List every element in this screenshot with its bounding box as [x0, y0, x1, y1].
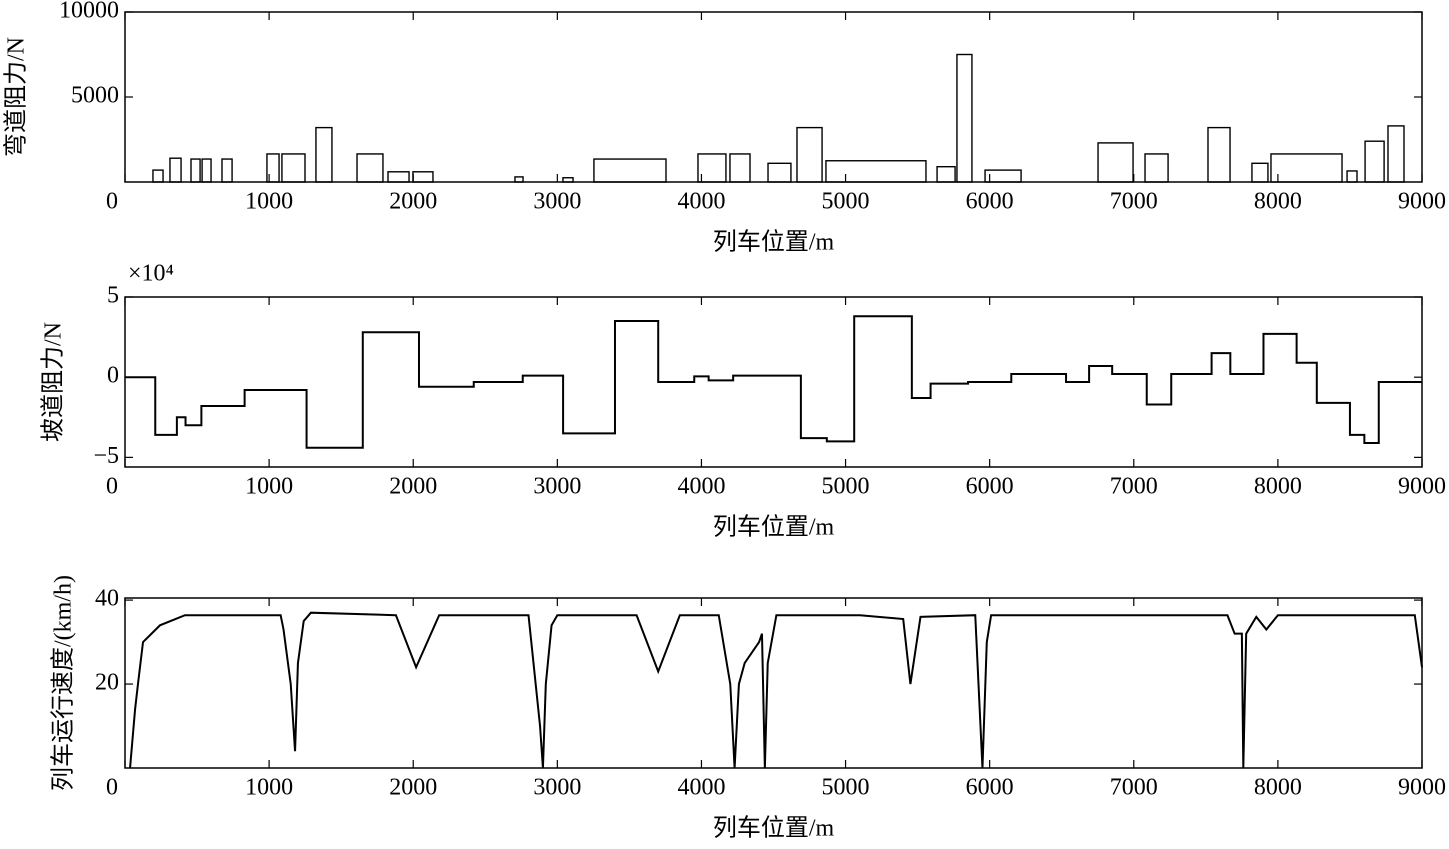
- line: [125, 315, 1422, 449]
- bar: [356, 153, 384, 183]
- y-axis-label: 弯道阻力/N: [3, 37, 30, 157]
- bar: [1387, 125, 1405, 183]
- line: [129, 611, 1423, 769]
- x-tick-label: 9000: [1398, 189, 1446, 215]
- y-tick-label: 5000: [71, 83, 119, 109]
- bar: [1270, 153, 1343, 183]
- bar: [315, 126, 333, 183]
- bar: [729, 153, 751, 183]
- bar: [169, 157, 182, 183]
- bar: [412, 171, 434, 183]
- y-axis-label: 坡道阻力/N: [40, 322, 67, 442]
- x-tick-label: 9000: [1398, 474, 1446, 500]
- x-tick-label: 9000: [1398, 775, 1446, 801]
- x-tick-label: 6000: [966, 474, 1014, 500]
- x-axis-label: 列车位置/m: [713, 229, 835, 256]
- x-axis-label: 列车位置/m: [713, 815, 835, 842]
- y-tick-label: 40: [95, 586, 119, 612]
- bar: [1144, 153, 1169, 183]
- bar: [387, 171, 410, 183]
- bar: [514, 176, 524, 183]
- x-tick-label: 5000: [822, 775, 870, 801]
- y-axis-label: 列车运行速度/(km/h): [50, 575, 77, 791]
- x-tick-label: 3000: [533, 189, 581, 215]
- bar: [796, 126, 823, 183]
- x-tick-label: 4000: [677, 775, 725, 801]
- bar: [1097, 142, 1134, 183]
- x-tick-label: 2000: [389, 474, 437, 500]
- bar: [1251, 162, 1269, 183]
- x-tick-label: 0: [106, 775, 118, 801]
- bar: [221, 158, 233, 183]
- bar: [767, 162, 792, 183]
- x-tick-label: 4000: [677, 474, 725, 500]
- x-tick-label: 3000: [533, 474, 581, 500]
- bar: [697, 153, 727, 183]
- x-tick-label: 8000: [1254, 189, 1302, 215]
- x-tick-label: 7000: [1110, 189, 1158, 215]
- x-tick-label: 1000: [245, 775, 293, 801]
- bar: [956, 53, 973, 183]
- bar: [1207, 126, 1231, 183]
- plot-frame: [124, 597, 1423, 769]
- y-tick-label: 0: [107, 363, 119, 389]
- x-tick-label: 4000: [677, 189, 725, 215]
- x-tick-label: 8000: [1254, 775, 1302, 801]
- bar: [984, 169, 1022, 183]
- bar: [936, 165, 956, 183]
- bar: [1364, 140, 1385, 183]
- x-axis-label: 列车位置/m: [713, 514, 835, 541]
- x-tick-label: 8000: [1254, 474, 1302, 500]
- x-tick-label: 2000: [389, 775, 437, 801]
- bar: [1346, 170, 1358, 183]
- x-tick-label: 1000: [245, 189, 293, 215]
- x-tick-label: 2000: [389, 189, 437, 215]
- y-tick-label: 5: [107, 283, 119, 309]
- x-tick-label: 6000: [966, 189, 1014, 215]
- plot-frame: [124, 11, 1423, 183]
- x-tick-label: 6000: [966, 775, 1014, 801]
- bar: [201, 158, 212, 183]
- y-tick-label: −5: [93, 443, 119, 469]
- y-tick-label: 10000: [59, 0, 119, 24]
- x-tick-label: 5000: [822, 474, 870, 500]
- bar: [190, 158, 201, 183]
- bar: [593, 158, 667, 183]
- plot-frame: [124, 296, 1423, 468]
- bar: [281, 153, 306, 183]
- x-tick-label: 7000: [1110, 474, 1158, 500]
- x-tick-label: 7000: [1110, 775, 1158, 801]
- x-tick-label: 1000: [245, 474, 293, 500]
- x-tick-label: 0: [106, 474, 118, 500]
- bar: [152, 169, 164, 183]
- bar: [825, 160, 927, 183]
- x-tick-label: 5000: [822, 189, 870, 215]
- x-tick-label: 3000: [533, 775, 581, 801]
- bar: [562, 177, 574, 183]
- y-multiplier: ×10⁴: [128, 261, 174, 287]
- y-tick-label: 20: [95, 670, 119, 696]
- x-tick-label: 0: [106, 189, 118, 215]
- bar: [266, 153, 280, 183]
